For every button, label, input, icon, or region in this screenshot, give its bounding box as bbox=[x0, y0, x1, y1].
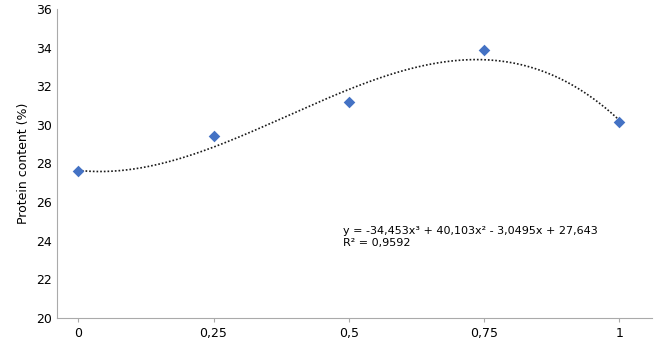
Text: y = -34,453x³ + 40,103x² - 3,0495x + 27,643
R² = 0,9592: y = -34,453x³ + 40,103x² - 3,0495x + 27,… bbox=[343, 226, 598, 247]
Point bbox=[344, 99, 354, 105]
Point bbox=[479, 47, 489, 53]
Point bbox=[614, 119, 625, 125]
Point bbox=[73, 168, 83, 174]
Y-axis label: Protein content (%): Protein content (%) bbox=[17, 103, 30, 224]
Point bbox=[208, 134, 218, 139]
